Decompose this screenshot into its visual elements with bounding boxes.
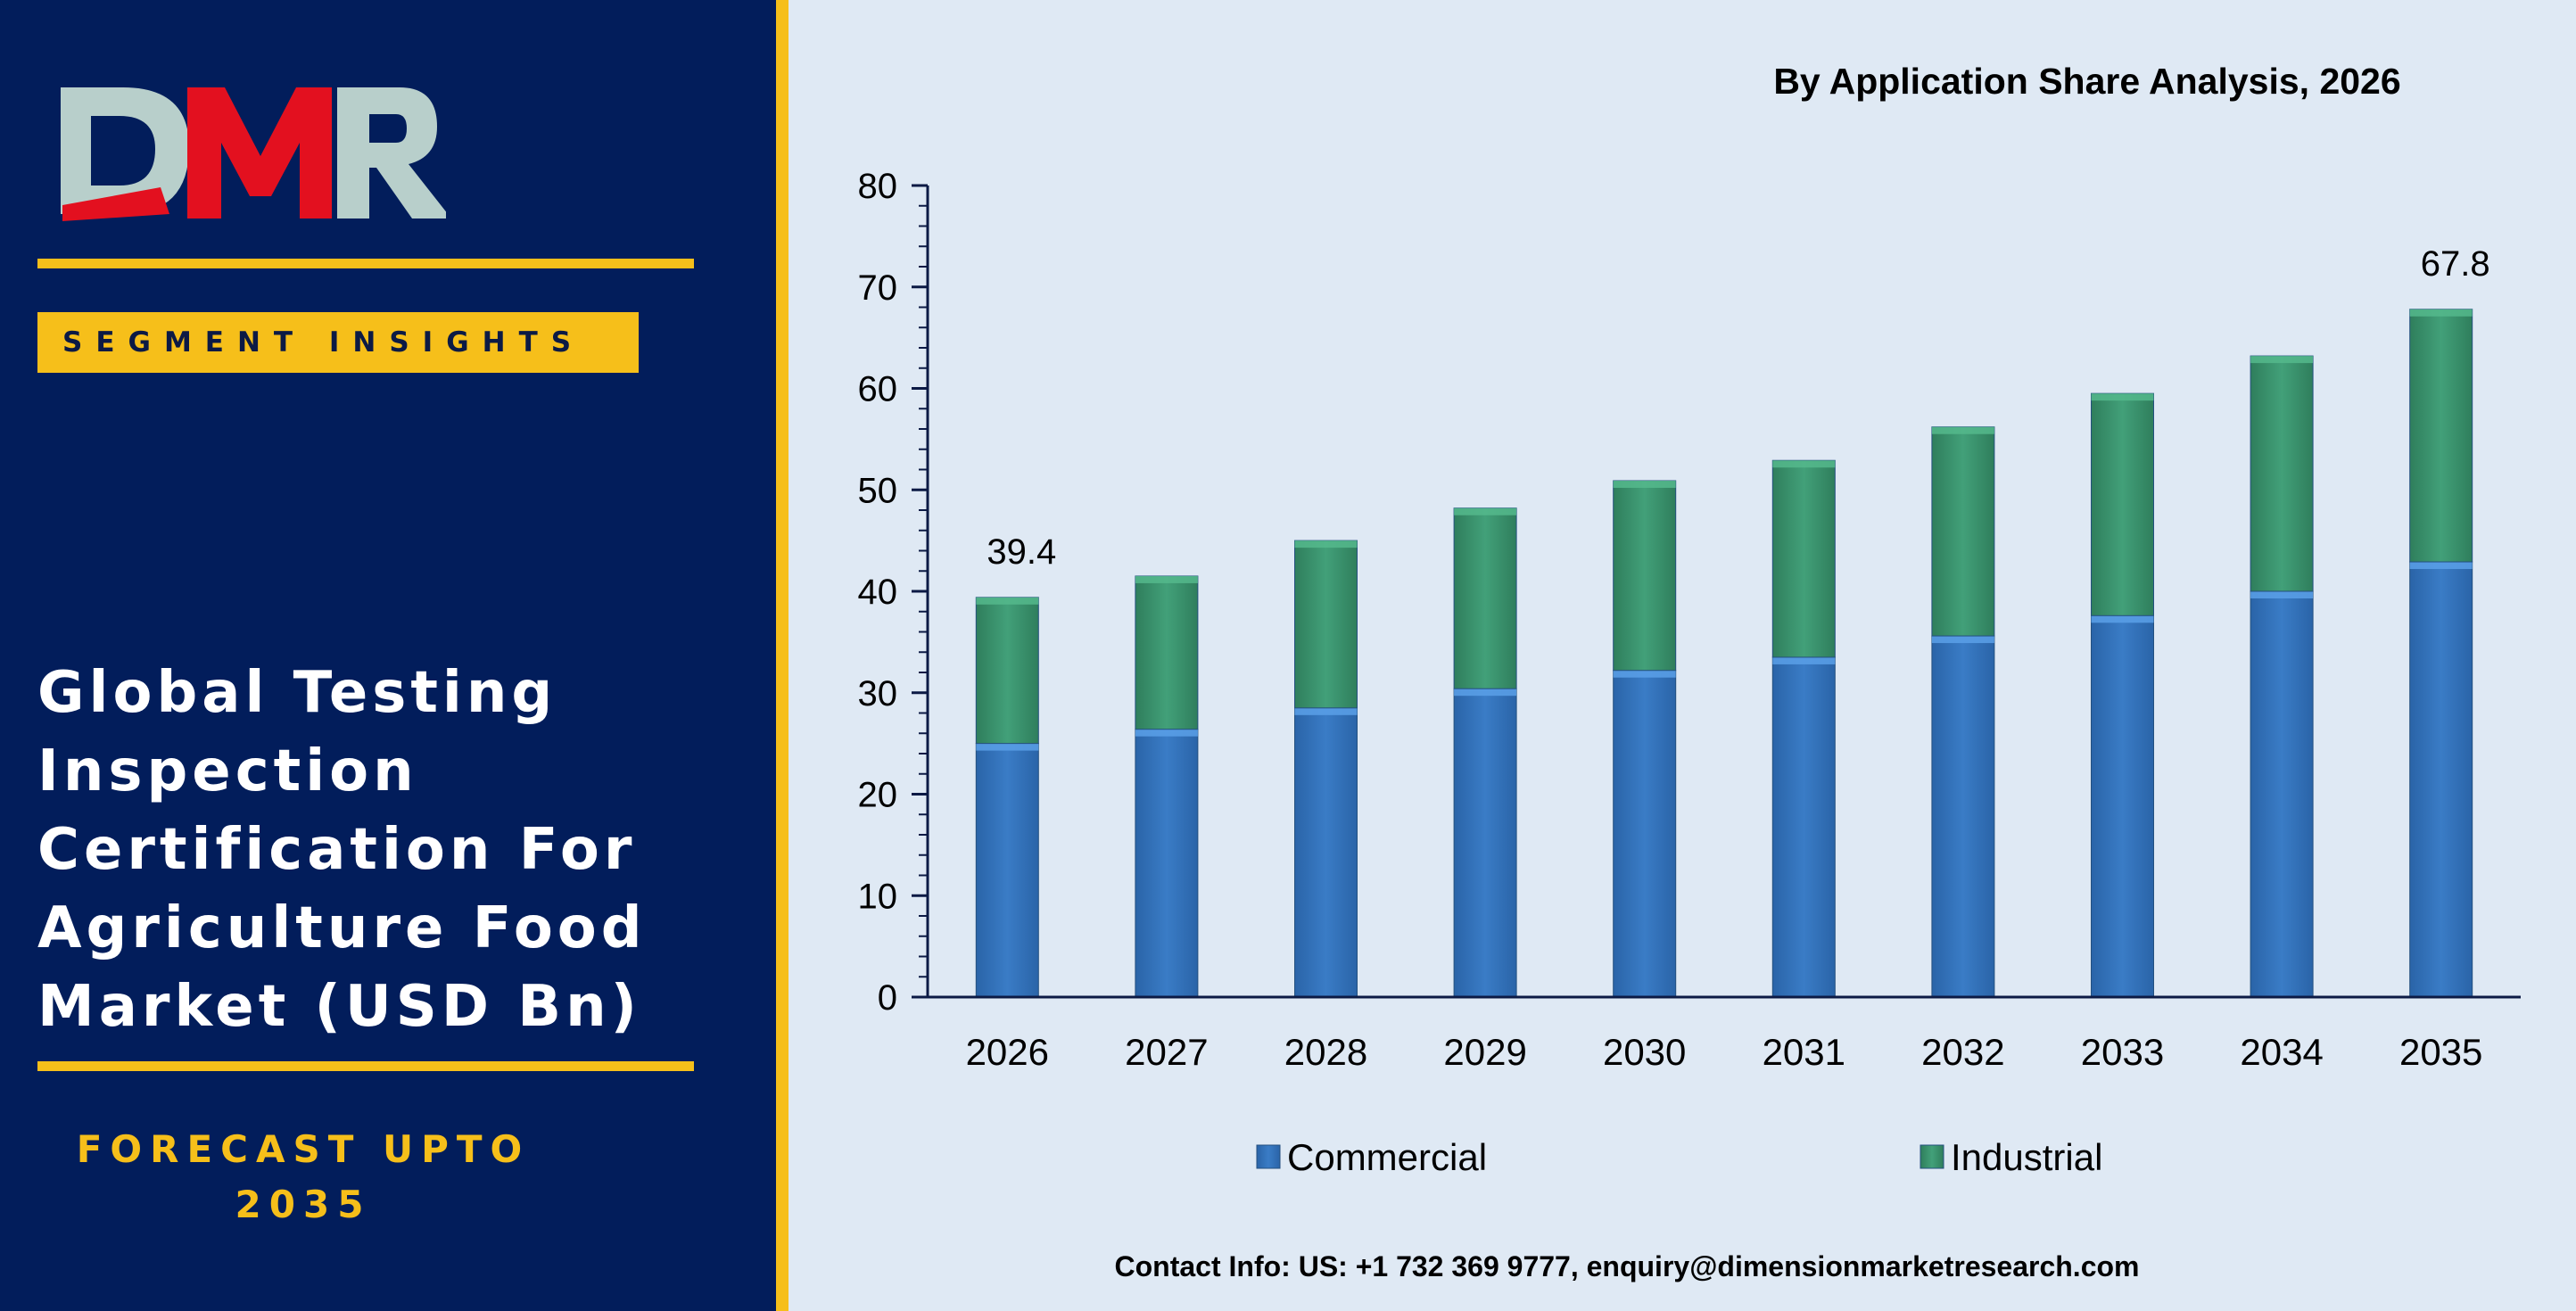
bar-cap-industrial-2033: [2091, 393, 2154, 401]
bar-industrial-2026: [975, 597, 1039, 745]
bar-cap-commercial-2032: [1931, 636, 1994, 644]
title-line: Agriculture Food: [37, 895, 647, 961]
x-tick-label: 2029: [1443, 1031, 1526, 1073]
bar-commercial-2027: [1135, 729, 1199, 998]
y-tick-label: 10: [858, 877, 898, 916]
divider-top: [37, 259, 694, 268]
bar-industrial-2028: [1294, 540, 1358, 709]
x-tick-label: 2034: [2240, 1031, 2323, 1073]
x-tick-label: 2035: [2399, 1031, 2482, 1073]
bar-cap-commercial-2030: [1613, 670, 1676, 678]
legend-swatch-commercial: [1256, 1144, 1281, 1169]
bar-industrial-2033: [2091, 392, 2154, 616]
x-tick-label: 2033: [2081, 1031, 2164, 1073]
bar-cap-industrial-2035: [2409, 309, 2473, 317]
bar-cap-industrial-2026: [976, 597, 1039, 605]
bar-cap-commercial-2035: [2409, 562, 2473, 570]
bar-industrial-2035: [2409, 309, 2473, 563]
bar-commercial-2029: [1453, 688, 1517, 998]
x-tick-label: 2028: [1284, 1031, 1367, 1073]
bar-cap-commercial-2027: [1135, 729, 1198, 737]
y-tick-label: 0: [878, 978, 897, 1018]
x-tick-label: 2027: [1125, 1031, 1208, 1073]
contact-info: Contact Info: US: +1 732 369 9777, enqui…: [1114, 1250, 2140, 1282]
title-line: Inspection: [37, 738, 418, 804]
bar-industrial-2034: [2250, 355, 2314, 592]
x-tick-label: 2032: [1921, 1031, 2004, 1073]
accent-stripe: [776, 0, 788, 1311]
logo-letter-m: [187, 87, 332, 218]
x-tick-label: 2030: [1603, 1031, 1686, 1073]
legend-label-industrial: Industrial: [1951, 1136, 2102, 1178]
bar-industrial-2032: [1931, 426, 1995, 637]
y-tick-label: 60: [858, 370, 898, 409]
data-label: 67.8: [2421, 244, 2490, 284]
bar-industrial-2027: [1135, 575, 1199, 730]
title-line: Certification For: [37, 817, 637, 883]
title-line: Global Testing: [37, 660, 557, 726]
bar-cap-commercial-2029: [1454, 688, 1517, 697]
dmr-logo: [61, 87, 446, 221]
forecast-year: 2035: [235, 1183, 372, 1226]
bar-cap-commercial-2028: [1294, 707, 1358, 715]
divider-bottom: [37, 1061, 694, 1071]
bar-commercial-2031: [1771, 656, 1836, 998]
bar-commercial-2028: [1294, 707, 1358, 998]
bar-cap-industrial-2032: [1931, 426, 1994, 434]
bar-cap-commercial-2026: [976, 743, 1039, 751]
x-tick-label: 2031: [1763, 1031, 1845, 1073]
logo-swoosh: [62, 187, 169, 221]
data-label: 39.4: [987, 532, 1056, 572]
segment-badge: SEGMENT INSIGHTS: [37, 312, 639, 373]
bar-industrial-2029: [1453, 507, 1517, 689]
page-title: Global Testing Inspection Certification …: [37, 654, 751, 1046]
chart-title: By Application Share Analysis, 2026: [1773, 61, 2401, 102]
y-tick-label: 30: [858, 674, 898, 713]
bar-cap-industrial-2028: [1294, 540, 1358, 548]
bar-commercial-2034: [2250, 590, 2314, 998]
bar-commercial-2026: [975, 743, 1039, 998]
y-tick-label: 20: [858, 776, 898, 815]
x-tick-label: 2026: [966, 1031, 1049, 1073]
logo-letter-d: [61, 87, 189, 214]
left-panel: [0, 0, 776, 1311]
y-tick-label: 40: [858, 573, 898, 612]
bar-cap-commercial-2033: [2091, 615, 2154, 623]
y-tick-label: 70: [858, 268, 898, 308]
bar-commercial-2033: [2091, 614, 2154, 998]
bar-cap-industrial-2030: [1613, 481, 1676, 489]
bar-industrial-2030: [1613, 480, 1677, 672]
bar-industrial-2031: [1771, 459, 1836, 658]
bar-cap-commercial-2031: [1772, 656, 1836, 664]
title-line: Market (USD Bn): [37, 974, 641, 1040]
legend-label-commercial: Commercial: [1287, 1136, 1487, 1178]
bar-cap-commercial-2034: [2250, 591, 2314, 598]
bar-commercial-2035: [2409, 561, 2473, 998]
bar-cap-industrial-2034: [2250, 356, 2314, 364]
bar-commercial-2032: [1931, 635, 1995, 998]
bar-cap-industrial-2027: [1135, 575, 1198, 583]
forecast-label: FORECAST UPTO 2035: [54, 1122, 553, 1233]
logo-letter-r: [337, 87, 446, 218]
y-tick-label: 80: [858, 167, 898, 206]
bar-cap-industrial-2029: [1454, 507, 1517, 515]
legend-swatch-industrial: [1920, 1144, 1944, 1169]
forecast-line: FORECAST UPTO: [76, 1127, 531, 1171]
bar-cap-industrial-2031: [1772, 460, 1836, 468]
y-tick-label: 50: [858, 471, 898, 510]
bar-commercial-2030: [1613, 670, 1677, 998]
